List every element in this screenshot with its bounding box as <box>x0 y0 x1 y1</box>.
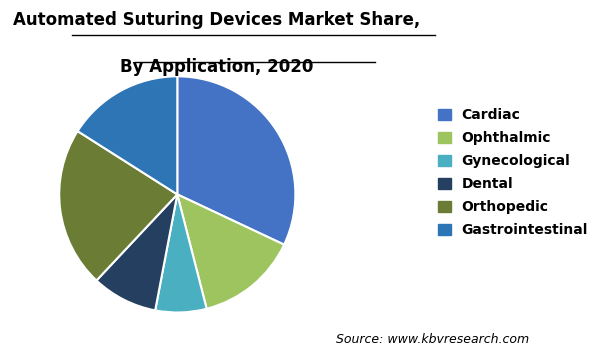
Text: By Application, 2020: By Application, 2020 <box>120 58 313 76</box>
Wedge shape <box>97 194 177 310</box>
Wedge shape <box>177 194 284 309</box>
Wedge shape <box>155 194 207 312</box>
Legend: Cardiac, Ophthalmic, Gynecological, Dental, Orthopedic, Gastrointestinal: Cardiac, Ophthalmic, Gynecological, Dent… <box>438 108 588 237</box>
Wedge shape <box>59 131 177 280</box>
Text: Source: www.kbvresearch.com: Source: www.kbvresearch.com <box>336 333 529 346</box>
Wedge shape <box>177 76 295 245</box>
Wedge shape <box>78 76 177 194</box>
Text: Automated Suturing Devices Market Share,: Automated Suturing Devices Market Share, <box>13 11 420 29</box>
